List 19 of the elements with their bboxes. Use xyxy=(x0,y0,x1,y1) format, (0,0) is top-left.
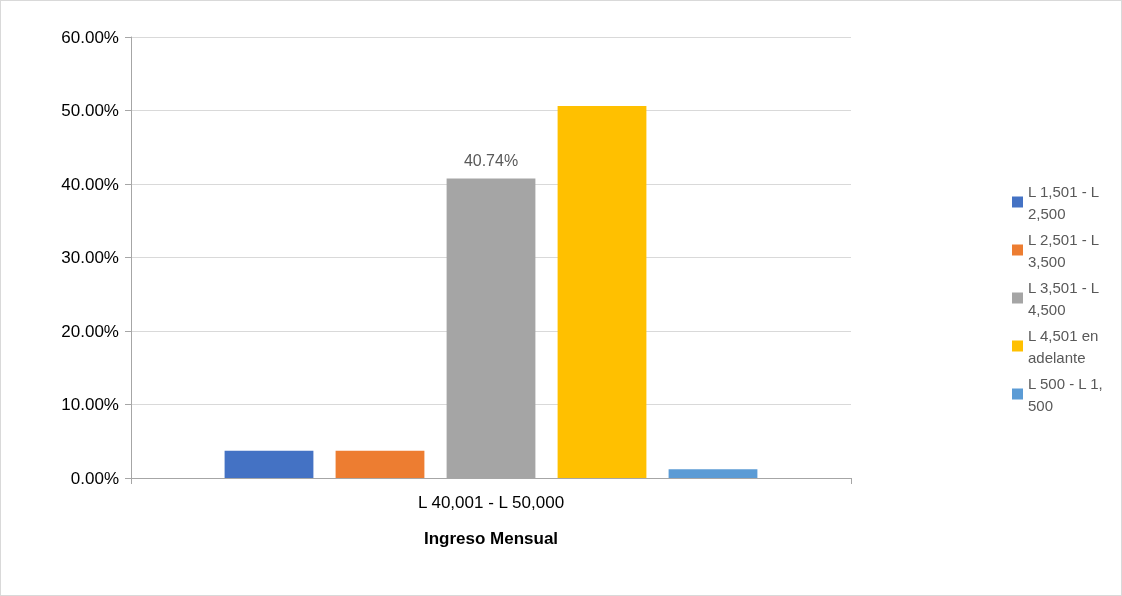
bar xyxy=(668,469,758,478)
y-tick-label: 60.00% xyxy=(61,27,119,47)
bar xyxy=(224,450,314,478)
x-axis-title: Ingreso Mensual xyxy=(423,529,559,548)
legend-label: L 1,501 - L 2,500 xyxy=(1028,182,1103,222)
y-tick-label: 20.00% xyxy=(61,321,119,341)
bar xyxy=(335,450,425,478)
legend-label: L 500 - L 1,500 xyxy=(1028,374,1103,414)
legend-label: L 3,501 - L 4,500 xyxy=(1028,278,1103,318)
y-tick-label: 50.00% xyxy=(61,101,119,120)
bar xyxy=(557,106,647,478)
y-tick-label: 10.00% xyxy=(61,395,119,414)
legend-label: L 2,501 - L 3,500 xyxy=(1028,230,1103,270)
legend-label: L 4,501 en adelante xyxy=(1028,326,1103,366)
data-label: 40.74% xyxy=(463,152,519,170)
y-tick-label: 40.00% xyxy=(61,174,119,194)
y-tick-label: 30.00% xyxy=(61,248,119,267)
y-tick-label: 0.00% xyxy=(70,468,119,488)
x-tick-label: L 40,001 - L 50,000 xyxy=(417,493,565,512)
